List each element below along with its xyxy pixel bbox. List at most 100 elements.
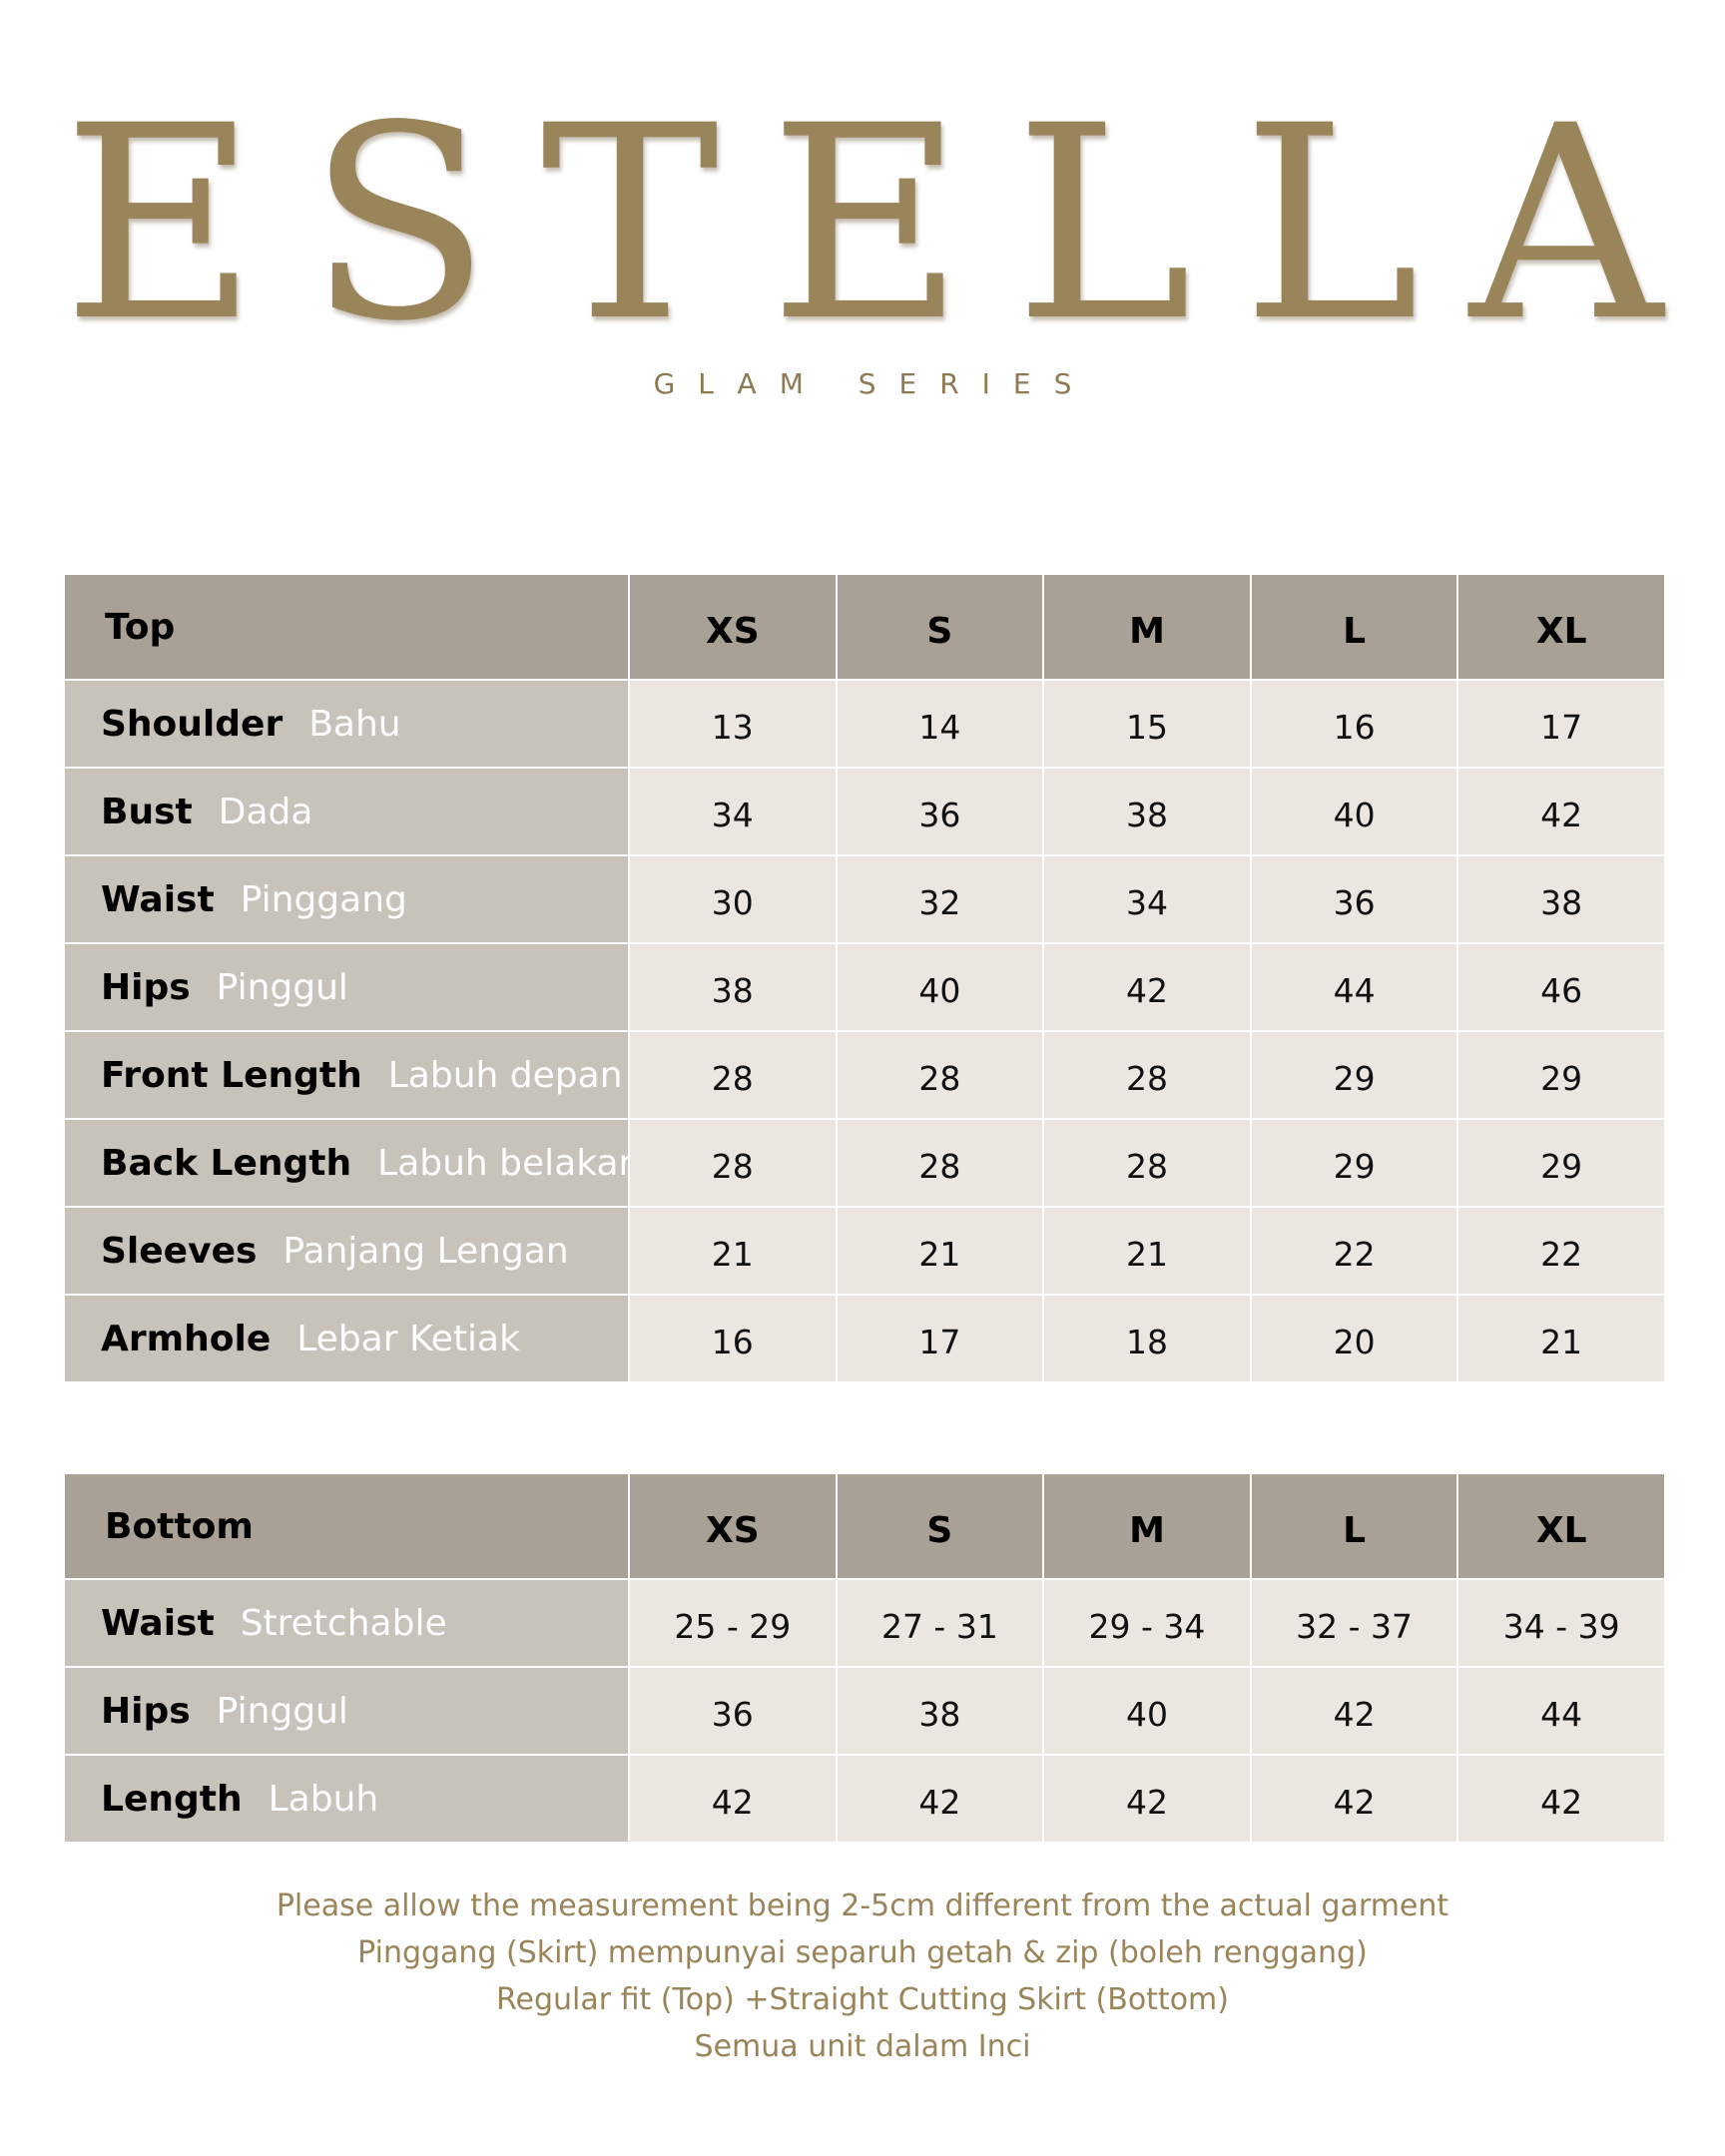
- note-line: Please allow the measurement being 2-5cm…: [276, 1888, 1449, 1923]
- measurement-value: 38: [1456, 854, 1666, 944]
- size-header-xl: XL: [1456, 1472, 1666, 1580]
- table-row: Shoulder Bahu 13 14 15 16 17: [63, 679, 1666, 769]
- measurement-label: Hips Pinggul: [63, 1666, 630, 1756]
- measurement-name-malay: Pinggul: [216, 1690, 348, 1732]
- size-header-s: S: [835, 1472, 1045, 1580]
- top-table-body: Top XS S M L XL Shoulder Bahu 13 14 15 16 17 Bust Dada…: [63, 573, 1666, 1383]
- measurement-value: 21: [628, 1206, 838, 1296]
- measurement-value: 34: [628, 767, 838, 856]
- measurement-name: Hips: [101, 1690, 191, 1732]
- measurement-name: Sleeves: [101, 1230, 258, 1272]
- table-section-title: Bottom: [63, 1472, 630, 1580]
- measurement-name-malay: Pinggul: [216, 966, 348, 1008]
- measurement-value: 38: [1042, 767, 1252, 856]
- brand-title: ESTELLA: [62, 69, 1713, 380]
- table-row: Waist Pinggang 30 32 34 36 38: [63, 854, 1666, 944]
- measurement-name-malay: Lebar Ketiak: [296, 1318, 520, 1359]
- measurement-name-malay: Labuh: [268, 1778, 379, 1820]
- size-header-xl: XL: [1456, 573, 1666, 681]
- table-row: Armhole Lebar Ketiak 16 17 18 20 21: [63, 1294, 1666, 1383]
- top-size-table: Top XS S M L XL Shoulder Bahu 13 14 15 16 17 Bust Dada…: [63, 573, 1666, 1383]
- measurement-value: 21: [1042, 1206, 1252, 1296]
- table-row: Waist Stretchable 25 - 29 27 - 31 29 - 34 32 …: [63, 1578, 1666, 1668]
- measurement-value: 34 - 39: [1456, 1578, 1666, 1668]
- measurement-value: 42: [1249, 1754, 1459, 1844]
- size-header-xs: XS: [628, 573, 838, 681]
- brand-subtitle: GLAM SERIES: [653, 367, 1095, 400]
- measurement-value: 40: [1042, 1666, 1252, 1756]
- measurement-value: 17: [835, 1294, 1045, 1383]
- measurement-name: Hips: [101, 966, 191, 1008]
- bottom-table-body: Bottom XS S M L XL Waist Stretchable 25 - 29 27 -…: [63, 1472, 1666, 1844]
- measurement-value: 36: [835, 767, 1045, 856]
- measurement-value: 16: [1249, 679, 1459, 769]
- measurement-value: 22: [1456, 1206, 1666, 1296]
- measurement-label: Waist Stretchable: [63, 1578, 630, 1668]
- measurement-value: 44: [1249, 942, 1459, 1032]
- measurement-value: 28: [628, 1118, 838, 1208]
- measurement-name-malay: Stretchable: [240, 1602, 447, 1644]
- size-header-s: S: [835, 573, 1045, 681]
- measurement-value: 13: [628, 679, 838, 769]
- table-header-row: Bottom XS S M L XL: [63, 1472, 1666, 1580]
- table-section-title: Top: [63, 573, 630, 681]
- measurement-name: Front Length: [101, 1054, 362, 1096]
- measurement-value: 21: [835, 1206, 1045, 1296]
- measurement-name: Length: [101, 1778, 243, 1820]
- measurement-name-malay: Dada: [218, 791, 313, 832]
- measurement-value: 34: [1042, 854, 1252, 944]
- measurement-name-malay: Labuh belakang: [377, 1142, 627, 1184]
- table-row: Hips Pinggul 38 40 42 44 46: [63, 942, 1666, 1032]
- measurement-value: 30: [628, 854, 838, 944]
- measurement-value: 38: [628, 942, 838, 1032]
- measurement-name-malay: Panjang Lengan: [283, 1230, 569, 1272]
- measurement-value: 29 - 34: [1042, 1578, 1252, 1668]
- measurement-value: 42: [1042, 1754, 1252, 1844]
- measurement-value: 25 - 29: [628, 1578, 838, 1668]
- measurement-value: 36: [1249, 854, 1459, 944]
- measurement-value: 32 - 37: [1249, 1578, 1459, 1668]
- measurement-name-malay: Labuh depan: [387, 1054, 623, 1096]
- notes: Please allow the measurement being 2-5cm…: [0, 1883, 1725, 2070]
- measurement-value: 40: [1249, 767, 1459, 856]
- measurement-name: Waist: [101, 1602, 215, 1644]
- table-row: Hips Pinggul 36 38 40 42 44: [63, 1666, 1666, 1756]
- measurement-value: 18: [1042, 1294, 1252, 1383]
- measurement-value: 28: [1042, 1118, 1252, 1208]
- measurement-value: 28: [628, 1030, 838, 1120]
- measurement-label: Sleeves Panjang Lengan: [63, 1206, 630, 1296]
- table-header-row: Top XS S M L XL: [63, 573, 1666, 681]
- measurement-value: 38: [835, 1666, 1045, 1756]
- measurement-value: 20: [1249, 1294, 1459, 1383]
- measurement-value: 36: [628, 1666, 838, 1756]
- note-line: Semua unit dalam Inci: [694, 2029, 1031, 2064]
- measurement-value: 32: [835, 854, 1045, 944]
- measurement-label: Hips Pinggul: [63, 942, 630, 1032]
- measurement-value: 44: [1456, 1666, 1666, 1756]
- measurement-name-malay: Pinggang: [240, 878, 407, 920]
- measurement-name-malay: Bahu: [308, 703, 401, 745]
- measurement-name: Back Length: [101, 1142, 352, 1184]
- measurement-value: 42: [1456, 767, 1666, 856]
- note-line: Regular fit (Top) +Straight Cutting Skir…: [496, 1982, 1229, 2017]
- measurement-value: 16: [628, 1294, 838, 1383]
- measurement-value: 29: [1249, 1030, 1459, 1120]
- measurement-value: 42: [628, 1754, 838, 1844]
- measurement-value: 29: [1456, 1118, 1666, 1208]
- measurement-name: Shoulder: [101, 703, 284, 745]
- measurement-label: Shoulder Bahu: [63, 679, 630, 769]
- measurement-value: 42: [1456, 1754, 1666, 1844]
- measurement-label: Waist Pinggang: [63, 854, 630, 944]
- size-header-m: M: [1042, 1472, 1252, 1580]
- measurement-value: 28: [835, 1030, 1045, 1120]
- bottom-size-table: Bottom XS S M L XL Waist Stretchable 25 - 29 27 -…: [63, 1472, 1666, 1844]
- measurement-value: 22: [1249, 1206, 1459, 1296]
- measurement-value: 27 - 31: [835, 1578, 1045, 1668]
- note-line: Pinggang (Skirt) mempunyai separuh getah…: [357, 1935, 1368, 1970]
- size-header-l: L: [1249, 1472, 1459, 1580]
- measurement-value: 28: [835, 1118, 1045, 1208]
- measurement-name: Armhole: [101, 1318, 272, 1359]
- measurement-label: Armhole Lebar Ketiak: [63, 1294, 630, 1383]
- measurement-value: 21: [1456, 1294, 1666, 1383]
